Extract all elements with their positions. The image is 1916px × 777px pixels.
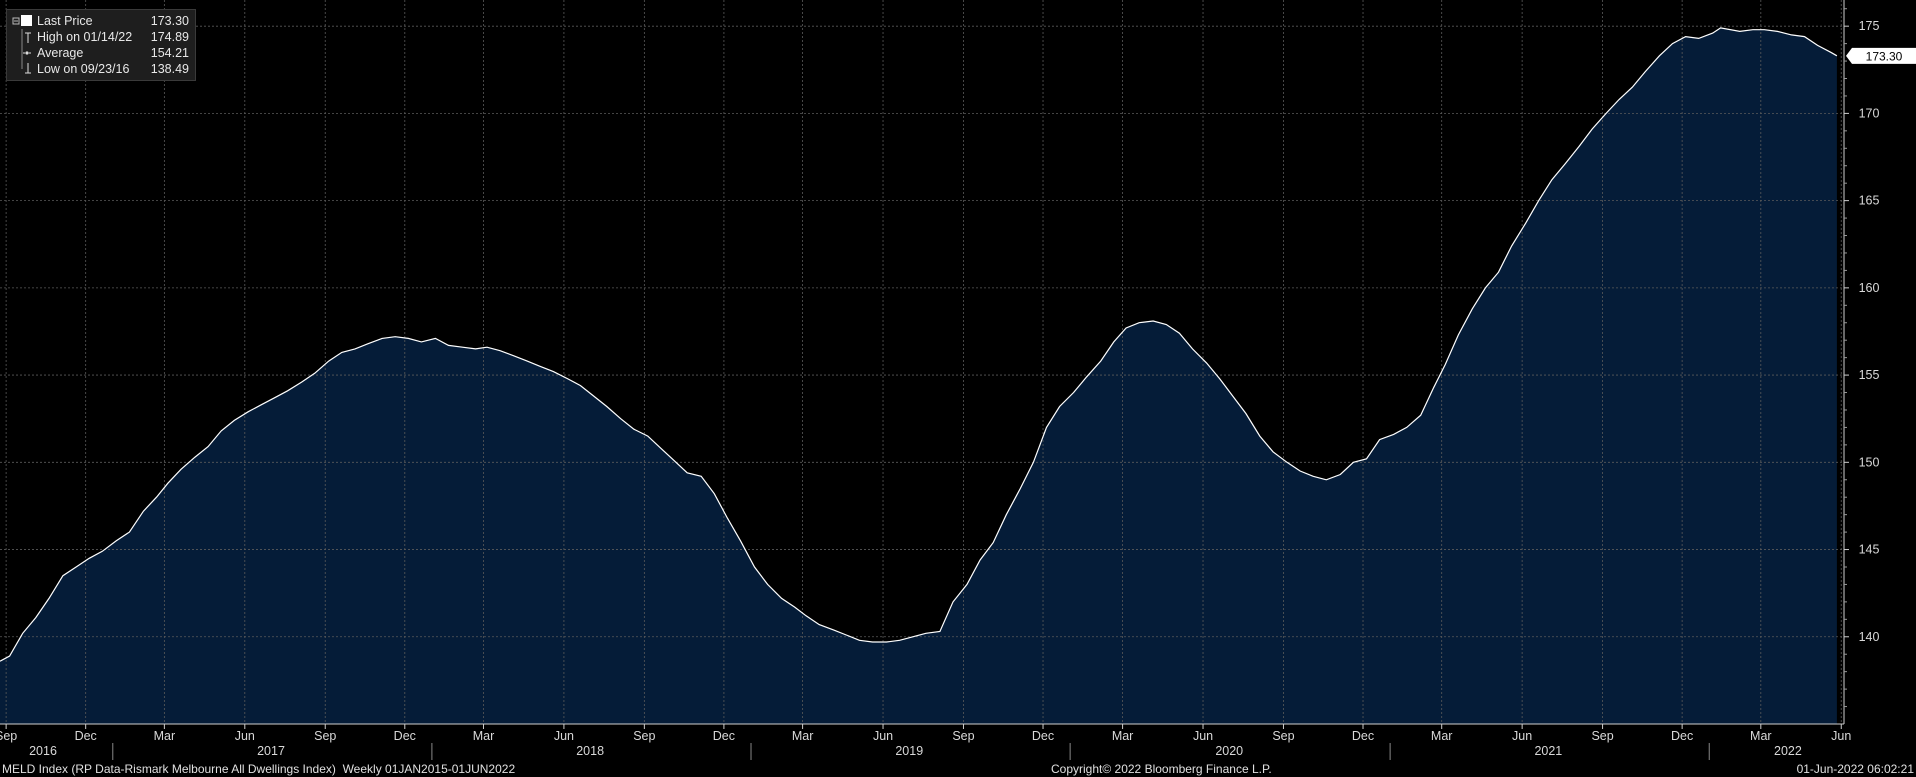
gridlines-overlay bbox=[0, 0, 1843, 724]
y-tick-label-175: 175 bbox=[1859, 19, 1880, 33]
series-line bbox=[0, 27, 1838, 662]
legend-average-label: Average bbox=[37, 46, 84, 60]
year-label-2021: 2021 bbox=[1534, 744, 1562, 758]
legend-last-value: 173.30 bbox=[150, 14, 189, 28]
x-tick-label-6: Mar bbox=[473, 729, 495, 743]
x-tick-label-10: Mar bbox=[792, 729, 814, 743]
low-marker-icon bbox=[12, 61, 32, 77]
y-tick-label-150: 150 bbox=[1859, 455, 1880, 469]
year-label-2016: 2016 bbox=[29, 744, 57, 758]
legend-low-value: 138.49 bbox=[150, 62, 189, 76]
x-tick-label-15: Jun bbox=[1193, 729, 1213, 743]
x-tick-label-4: Sep bbox=[314, 729, 336, 743]
footer-timestamp: 01-Jun-2022 06:02:21 bbox=[1796, 762, 1914, 776]
legend-high: High on 01/14/22 174.89 bbox=[7, 29, 195, 45]
x-tick-label-9: Dec bbox=[713, 729, 735, 743]
x-tick-label-19: Jun bbox=[1512, 729, 1532, 743]
legend: Last Price 173.30 High on 01/14/22 174.8… bbox=[6, 9, 196, 81]
legend-square-icon bbox=[12, 13, 32, 29]
x-tick-label-11: Jun bbox=[873, 729, 893, 743]
footer-security-description: MELD Index (RP Data-Rismark Melbourne Al… bbox=[2, 762, 516, 776]
axes: 140 145 150 155 160 165 170 175 173.30 Sep Dec Mar J… bbox=[0, 0, 1916, 760]
legend-high-value: 174.89 bbox=[150, 30, 189, 44]
legend-low: Low on 09/23/16 138.49 bbox=[7, 61, 195, 77]
y-tick-label-160: 160 bbox=[1859, 281, 1880, 295]
x-tick-label-8: Sep bbox=[633, 729, 655, 743]
x-tick-label-0: Sep bbox=[0, 729, 17, 743]
x-tick-label-2: Mar bbox=[154, 729, 176, 743]
year-label-2022: 2022 bbox=[1774, 744, 1802, 758]
x-tick-label-1: Dec bbox=[75, 729, 97, 743]
average-marker-icon bbox=[12, 45, 32, 61]
year-label-2020: 2020 bbox=[1215, 744, 1243, 758]
legend-high-label: High on 01/14/22 bbox=[37, 30, 133, 44]
y-tick-label-155: 155 bbox=[1859, 368, 1880, 382]
legend-last-price: Last Price 173.30 bbox=[7, 13, 195, 29]
x-tick-label-18: Mar bbox=[1431, 729, 1453, 743]
legend-low-label: Low on 09/23/16 bbox=[37, 62, 130, 76]
x-tick-label-3: Jun bbox=[235, 729, 255, 743]
y-tick-label-140: 140 bbox=[1859, 630, 1880, 644]
y-tick-label-145: 145 bbox=[1859, 543, 1880, 557]
x-tick-label-17: Dec bbox=[1352, 729, 1374, 743]
x-tick-label-22: Mar bbox=[1750, 729, 1772, 743]
legend-average: Average 154.21 bbox=[7, 45, 195, 61]
y-tick-label-170: 170 bbox=[1859, 106, 1880, 120]
y-tick-label-165: 165 bbox=[1859, 194, 1880, 208]
last-price-tag-label: 173.30 bbox=[1866, 49, 1903, 63]
x-tick-label-14: Mar bbox=[1112, 729, 1134, 743]
footer-copyright: Copyright© 2022 Bloomberg Finance L.P. bbox=[1051, 762, 1272, 776]
year-label-2018: 2018 bbox=[576, 744, 604, 758]
legend-last-label: Last Price bbox=[37, 14, 93, 28]
chart-marks bbox=[0, 0, 1843, 724]
year-label-2017: 2017 bbox=[257, 744, 285, 758]
year-label-2019: 2019 bbox=[895, 744, 923, 758]
x-tick-label-23: Jun bbox=[1831, 729, 1851, 743]
series-area bbox=[0, 27, 1837, 724]
x-tick-label-7: Jun bbox=[554, 729, 574, 743]
high-marker-icon bbox=[12, 29, 32, 45]
x-tick-label-20: Sep bbox=[1591, 729, 1613, 743]
x-tick-label-13: Dec bbox=[1032, 729, 1054, 743]
legend-average-value: 154.21 bbox=[150, 46, 189, 60]
x-tick-label-12: Sep bbox=[952, 729, 974, 743]
x-tick-label-5: Dec bbox=[394, 729, 416, 743]
last-price-tag bbox=[1846, 47, 1916, 64]
x-tick-label-21: Dec bbox=[1671, 729, 1693, 743]
x-tick-label-16: Sep bbox=[1272, 729, 1294, 743]
